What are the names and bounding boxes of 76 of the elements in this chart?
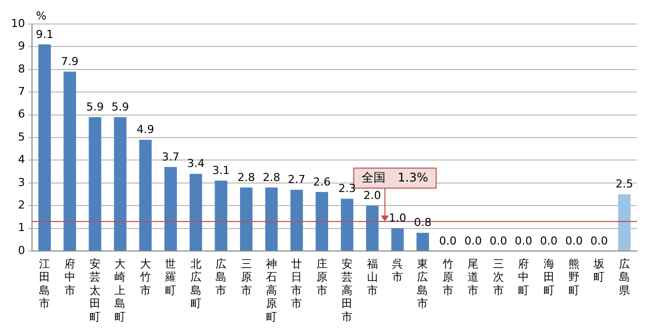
x-tick-label: 広島市 [216, 257, 227, 297]
bar [240, 187, 253, 250]
data-label: 2.3 [338, 182, 356, 196]
bar [416, 232, 429, 250]
y-tick-label: 0 [18, 244, 25, 257]
x-tick-label: 竹原市 [442, 257, 454, 297]
data-label: 0.0 [464, 234, 482, 248]
data-label: 3.1 [212, 164, 230, 177]
x-tick-label: 熊野町 [568, 257, 580, 297]
bar [265, 187, 278, 250]
y-tick-label: 5 [18, 130, 25, 144]
bar [88, 117, 102, 250]
data-label: 0.0 [439, 234, 457, 248]
x-tick-label: 尾道市 [468, 257, 479, 297]
y-tick-label: 7 [18, 84, 25, 98]
data-label: 4.9 [136, 123, 154, 136]
x-tick-label: 海田町 [543, 257, 554, 297]
y-tick-label: 1 [18, 221, 25, 234]
bar [618, 194, 631, 250]
x-tick-label: 北広島町 [190, 257, 202, 310]
data-label: 9.1 [36, 28, 54, 41]
data-label: 0.0 [540, 234, 558, 248]
x-tick-label: 三原市 [240, 257, 252, 297]
data-label: 2.6 [313, 175, 331, 188]
data-label: 2.8 [262, 170, 280, 184]
data-label: 2.7 [288, 173, 306, 186]
ref-line-label: 全国 1.3% [362, 170, 428, 184]
bar [38, 44, 51, 250]
x-tick-label: 府中町 [518, 257, 530, 297]
data-label: 3.4 [187, 157, 205, 170]
x-tick-label: 廿日市市 [291, 257, 302, 310]
x-tick-label: 東広島市 [417, 257, 428, 310]
x-tick-label: 神石高原町 [266, 257, 277, 324]
x-tick-label: 広島県 [618, 257, 630, 297]
x-tick-label: 安芸高田市 [342, 257, 353, 324]
data-label: 0.0 [590, 234, 608, 248]
bar [366, 206, 379, 250]
x-tick-label: 大竹市 [140, 257, 151, 297]
bar [164, 167, 177, 250]
data-label: 2.8 [238, 170, 256, 184]
y-tick-label: 10 [10, 16, 25, 30]
y-tick-label: 9 [18, 40, 25, 53]
bar [290, 190, 303, 250]
x-tick-label: 三次市 [492, 257, 504, 297]
bar [114, 117, 126, 250]
x-tick-label: 府中市 [64, 257, 76, 297]
data-label: 5.9 [111, 100, 129, 114]
x-tick-label: 坂町 [592, 257, 605, 284]
y-tick-label: 8 [18, 62, 25, 76]
x-tick-label: 大崎上島町 [114, 257, 126, 324]
y-tick-label: 3 [18, 176, 25, 189]
data-label: 5.9 [86, 100, 104, 114]
x-tick-label: 安芸太田町 [90, 257, 101, 324]
bar [139, 140, 152, 250]
x-tick-label: 福山市 [366, 257, 378, 297]
x-tick-label: 世羅町 [165, 257, 176, 297]
bar [391, 228, 404, 250]
data-label: 0.0 [514, 234, 532, 248]
y-tick-label: 4 [18, 153, 25, 166]
data-label: 2.0 [364, 188, 382, 202]
x-tick-label: 呉市 [392, 257, 404, 284]
data-label: 3.7 [162, 150, 180, 164]
y-tick-label: 2 [18, 198, 25, 212]
bar [214, 180, 228, 250]
bar [340, 198, 354, 250]
bar [64, 72, 76, 250]
bar [316, 192, 328, 250]
data-label: 7.9 [61, 55, 79, 68]
data-label: 0.0 [565, 234, 583, 248]
bar [190, 174, 202, 250]
data-label: 2.5 [616, 178, 634, 191]
x-tick-label: 江田島市 [39, 257, 50, 310]
data-label: 0.0 [490, 234, 508, 248]
x-tick-label: 庄原市 [316, 257, 328, 297]
y-tick-label: 6 [18, 108, 25, 121]
y-axis-title: % [36, 9, 46, 22]
